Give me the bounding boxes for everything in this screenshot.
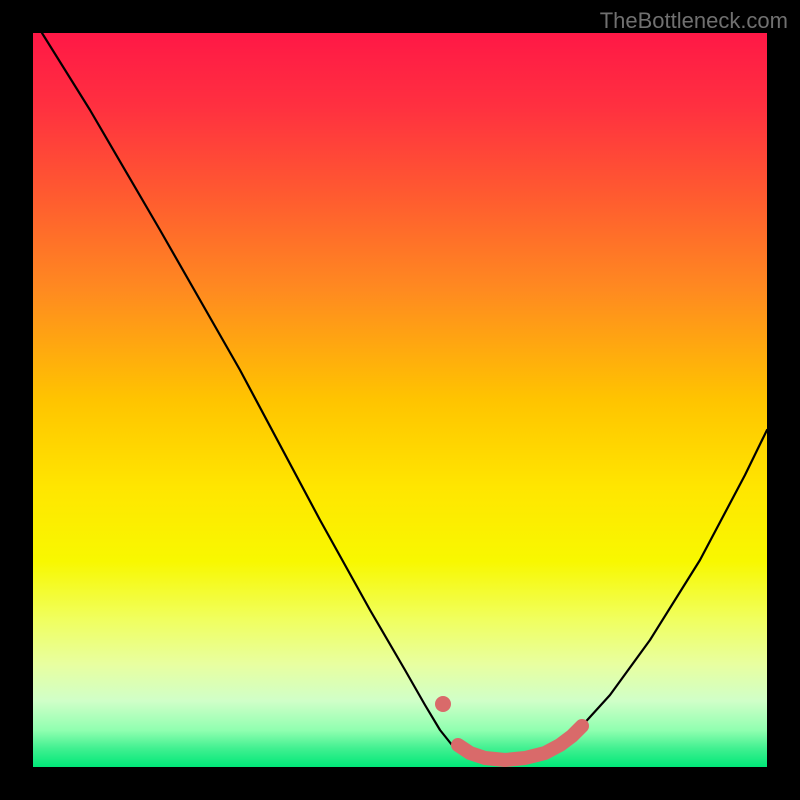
gradient-background xyxy=(33,33,767,767)
watermark-text: TheBottleneck.com xyxy=(600,8,788,34)
chart-container: TheBottleneck.com xyxy=(0,0,800,800)
plot-area xyxy=(33,33,767,767)
